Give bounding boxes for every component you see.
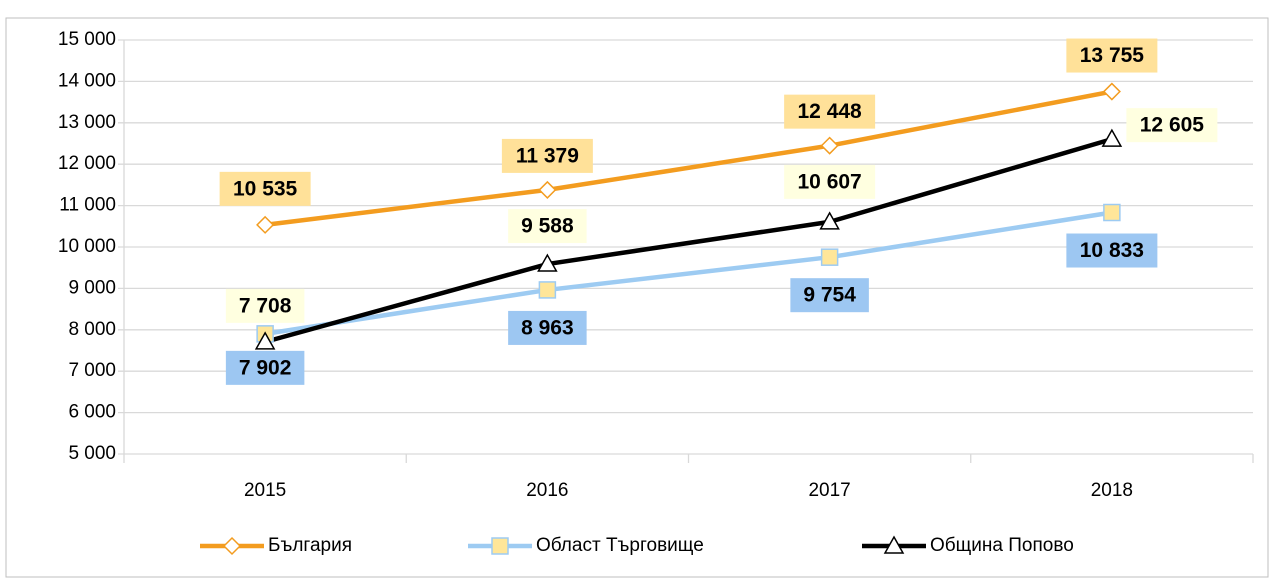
x-tick-label: 2016 — [526, 480, 568, 501]
data-label-bg — [784, 164, 876, 199]
data-label: 7 708 — [239, 294, 292, 317]
legend-label: България — [268, 535, 352, 556]
data-label: 9 754 — [803, 284, 856, 307]
legend-marker — [491, 537, 509, 555]
series-line — [264, 136, 1113, 345]
y-tick-label: 8 000 — [68, 319, 116, 340]
marker — [1103, 203, 1121, 222]
data-label: 8 963 — [521, 316, 574, 339]
data-label-bg — [508, 209, 587, 244]
data-label: 10 833 — [1080, 239, 1144, 262]
data-label: 10 607 — [798, 170, 862, 193]
data-label: 13 755 — [1080, 44, 1145, 67]
marker — [819, 211, 840, 230]
data-label: 12 448 — [798, 100, 863, 123]
data-label-bg — [508, 310, 587, 345]
marker — [820, 248, 839, 266]
legend-label: Община Попово — [930, 535, 1074, 556]
series-line — [264, 210, 1113, 337]
x-tick-label: 2015 — [244, 480, 286, 501]
y-tick-label: 12 000 — [58, 153, 116, 174]
data-label-bg — [225, 288, 305, 323]
marker — [256, 215, 275, 234]
marker — [538, 180, 557, 199]
marker — [820, 136, 839, 155]
data-label: 9 588 — [521, 215, 574, 238]
marker — [1102, 82, 1121, 101]
y-tick-label: 7 000 — [68, 360, 116, 381]
y-tick-label: 10 000 — [58, 236, 116, 257]
data-label-bg — [1066, 233, 1158, 268]
y-tick-label: 15 000 — [58, 29, 116, 50]
data-label-bg — [219, 171, 311, 206]
x-tick-label: 2018 — [1091, 480, 1133, 501]
legend-marker — [883, 535, 905, 554]
legend-label: Област Търговище — [536, 535, 704, 556]
data-label: 11 379 — [516, 144, 579, 167]
marker — [537, 253, 558, 272]
data-label-bg — [1066, 38, 1158, 73]
y-tick-label: 9 000 — [68, 277, 116, 298]
series-line — [264, 89, 1113, 228]
y-tick-label: 14 000 — [58, 70, 116, 91]
marker — [538, 281, 557, 299]
data-label: 10 535 — [233, 177, 298, 200]
marker — [1101, 128, 1123, 147]
data-label: 7 902 — [239, 356, 292, 379]
legend-marker — [222, 536, 242, 556]
data-label-bg — [1126, 108, 1218, 143]
data-label-bg — [790, 278, 869, 313]
y-tick-label: 5 000 — [68, 443, 116, 464]
chart-frame — [5, 17, 1269, 578]
x-tick-label: 2017 — [808, 480, 850, 501]
data-label: 12 605 — [1140, 114, 1205, 137]
data-label-bg — [501, 138, 593, 173]
data-label-bg — [225, 350, 305, 385]
y-tick-label: 6 000 — [68, 402, 116, 423]
data-label-bg — [784, 94, 876, 129]
y-tick-label: 13 000 — [58, 112, 116, 133]
y-tick-label: 11 000 — [59, 195, 116, 216]
marker — [254, 331, 276, 350]
